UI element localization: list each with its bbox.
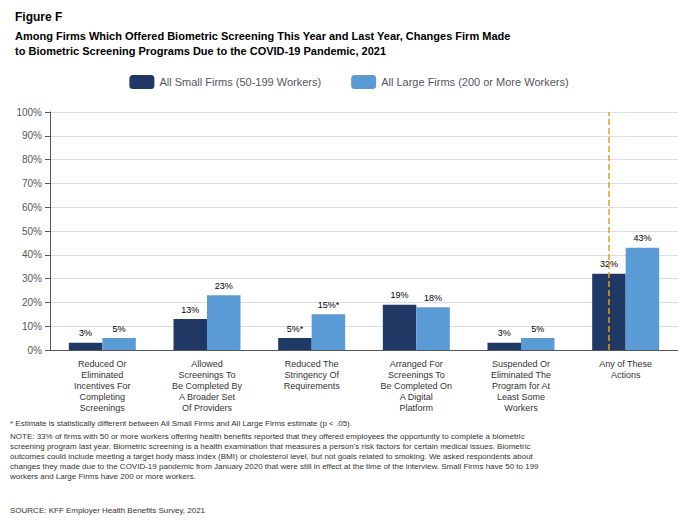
svg-text:screening program last year. B: screening program last year. Biometric s… (10, 442, 530, 451)
svg-text:to Biometric Screening Program: to Biometric Screening Programs Due to t… (15, 45, 386, 57)
svg-text:SOURCE: KFF Employer Health Be: SOURCE: KFF Employer Health Benefits Sur… (10, 506, 206, 515)
svg-text:23%: 23% (215, 281, 233, 291)
svg-text:Stringency Of: Stringency Of (284, 370, 339, 380)
svg-text:Be Completed By: Be Completed By (172, 381, 243, 391)
svg-text:outcomes could include meeting: outcomes could include meeting a target … (10, 452, 534, 461)
svg-text:10%: 10% (22, 321, 42, 332)
svg-text:Arranged For: Arranged For (390, 359, 443, 369)
svg-text:5%: 5% (113, 324, 126, 334)
svg-text:* Estimate is statistically di: * Estimate is statistically different be… (10, 419, 352, 428)
svg-text:3%: 3% (498, 328, 511, 338)
svg-text:Eliminated The: Eliminated The (491, 370, 551, 380)
svg-text:Workers: Workers (504, 403, 538, 413)
svg-text:Least Some: Least Some (497, 392, 545, 402)
svg-text:Screenings To: Screenings To (179, 370, 236, 380)
svg-text:NOTE: 33% of firms with 50 or: NOTE: 33% of firms with 50 or more worke… (10, 432, 525, 441)
svg-text:50%: 50% (22, 226, 42, 237)
svg-text:workers and Large Firms have 2: workers and Large Firms have 200 or more… (9, 472, 196, 481)
svg-text:100%: 100% (16, 107, 42, 118)
svg-text:30%: 30% (22, 273, 42, 284)
svg-text:19%: 19% (391, 290, 409, 300)
svg-text:60%: 60% (22, 202, 42, 213)
svg-text:Reduced Or: Reduced Or (78, 359, 127, 369)
svg-text:13%: 13% (181, 305, 199, 315)
svg-text:Program for At: Program for At (492, 381, 551, 391)
svg-text:70%: 70% (22, 178, 42, 189)
svg-text:Screenings To: Screenings To (388, 370, 445, 380)
svg-text:5%: 5% (531, 324, 544, 334)
svg-text:Reduced The: Reduced The (285, 359, 339, 369)
svg-text:Among Firms Which Offered Biom: Among Firms Which Offered Biometric Scre… (15, 30, 510, 42)
svg-text:40%: 40% (22, 249, 42, 260)
svg-text:18%: 18% (424, 293, 442, 303)
svg-text:80%: 80% (22, 154, 42, 165)
svg-text:A Broader Set: A Broader Set (179, 392, 236, 402)
svg-text:Be Completed On: Be Completed On (381, 381, 453, 391)
svg-text:0%: 0% (28, 345, 43, 356)
svg-text:Suspended Or: Suspended Or (492, 359, 550, 369)
svg-text:Figure F: Figure F (15, 10, 62, 24)
svg-text:Completing: Completing (80, 392, 126, 402)
svg-text:32%: 32% (599, 259, 618, 270)
svg-text:90%: 90% (22, 130, 42, 141)
svg-text:Of Providers: Of Providers (182, 403, 233, 413)
svg-text:15%*: 15%* (318, 300, 340, 310)
svg-text:changes they made due to the C: changes they made due to the COVID-19 pa… (10, 462, 539, 471)
svg-text:20%: 20% (22, 297, 42, 308)
svg-text:Actions: Actions (611, 370, 641, 380)
svg-text:All Small Firms (50-199 Worker: All Small Firms (50-199 Workers) (159, 76, 321, 88)
svg-text:Requirements: Requirements (284, 381, 341, 391)
svg-text:Screenings: Screenings (80, 403, 126, 413)
svg-text:A Digital: A Digital (400, 392, 433, 402)
svg-text:All Large Firms (200 or More W: All Large Firms (200 or More Workers) (381, 76, 568, 88)
svg-text:3%: 3% (79, 328, 92, 338)
svg-text:Platform: Platform (400, 403, 434, 413)
svg-text:Incentives For: Incentives For (74, 381, 131, 391)
svg-text:Any of These: Any of These (599, 359, 652, 369)
svg-text:43%: 43% (633, 233, 651, 243)
svg-text:Allowed: Allowed (191, 359, 223, 369)
svg-text:Eliminated: Eliminated (81, 370, 123, 380)
svg-text:5%*: 5%* (287, 324, 304, 334)
